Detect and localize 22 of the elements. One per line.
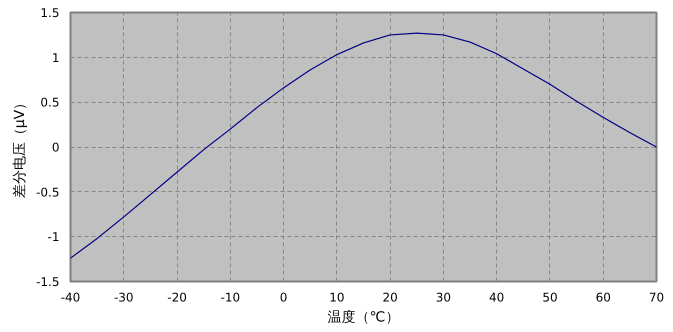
x-tick-label: -40 — [60, 290, 80, 304]
y-tick-label: 1 — [52, 50, 60, 65]
x-tick-label: 50 — [542, 290, 558, 304]
x-tick-label: 40 — [489, 290, 504, 304]
y-tick-label: -1 — [48, 230, 60, 244]
y-axis-title: 差分电压（μV） — [12, 96, 28, 198]
x-tick-label: 20 — [382, 290, 398, 304]
y-tick-label: 0 — [52, 140, 60, 154]
x-tick-label: -10 — [220, 290, 240, 304]
line-series — [70, 32, 656, 259]
y-tick-label: -1.5 — [36, 275, 60, 289]
x-axis-title: 温度（℃） — [328, 310, 400, 326]
x-tick-label: 70 — [648, 290, 664, 304]
y-tick-label: -0.5 — [36, 185, 60, 200]
x-tick-label: 0 — [280, 290, 288, 304]
x-tick-label: -30 — [114, 290, 134, 304]
x-tick-label: 10 — [329, 290, 345, 304]
x-tick-label: 30 — [436, 290, 452, 304]
y-tick-label: 0.5 — [40, 96, 60, 110]
x-tick-label: -20 — [167, 290, 187, 304]
y-tick-label: 1.5 — [40, 6, 60, 20]
x-tick-label: 60 — [596, 290, 611, 304]
